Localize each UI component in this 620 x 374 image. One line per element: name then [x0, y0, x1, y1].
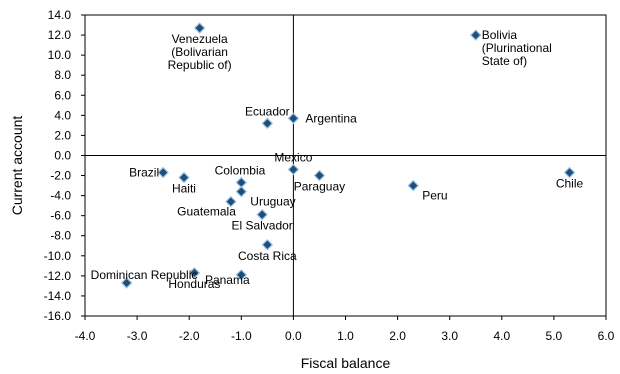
y-tick-label: 4.0 [54, 108, 71, 122]
point-label-line: Dominican Republic [91, 268, 198, 282]
point-label-line: El Salvador [231, 219, 292, 233]
y-tick-label: -8.0 [50, 229, 71, 243]
data-points [120, 22, 576, 289]
point-label-line: Honduras [168, 277, 220, 291]
point-label: Haiti [172, 182, 196, 196]
x-tick-label: 6.0 [598, 329, 615, 343]
data-point [188, 267, 201, 279]
data-point [235, 269, 248, 281]
data-point [235, 185, 248, 198]
x-tick-label: -4.0 [75, 329, 96, 343]
point-label-line: Costa Rica [238, 249, 297, 263]
x-tick-label: -1.0 [231, 329, 252, 343]
y-tick-label: 8.0 [54, 68, 71, 82]
point-label: Paraguay [294, 180, 345, 194]
point-label: Brazil [129, 166, 159, 180]
point-label: Venezuela (Bolivarian Republic of) [168, 32, 232, 72]
x-tick-label: 0.0 [285, 329, 302, 343]
y-tick-label: 10.0 [48, 48, 72, 62]
point-label: Honduras [168, 277, 220, 291]
point-label: Argentina [305, 111, 357, 125]
point-label-line: Haiti [172, 182, 196, 196]
point-label: Colombia [215, 164, 266, 178]
point-label-line: Republic of) [168, 58, 232, 72]
point-label-line: (Bolivarian [171, 45, 228, 59]
data-point [157, 166, 169, 179]
x-tick-label: 4.0 [493, 329, 510, 343]
point-label: El Salvador [231, 219, 292, 233]
y-tick-label: -14.0 [44, 289, 72, 303]
y-tick-labels: 14.0 12.0 10.0 8.0 6.0 4.0 2.0 0.0 -2.0 -4.0 -6.0 -… [44, 8, 85, 323]
data-point [287, 163, 300, 176]
y-tick-label: -6.0 [50, 209, 71, 223]
point-label: Mexico [274, 151, 312, 165]
y-tick-label: 12.0 [48, 28, 72, 42]
point-label-line: Brazil [129, 166, 159, 180]
point-label-line: Bolivia [482, 28, 518, 42]
point-label-line: State of) [482, 54, 527, 68]
y-tick-label: 0.0 [54, 148, 71, 162]
data-point [313, 169, 326, 182]
data-point [225, 195, 237, 208]
data-point [235, 176, 248, 189]
y-tick-label: -4.0 [50, 189, 71, 203]
y-tick-label: -10.0 [44, 249, 72, 263]
data-point [563, 166, 576, 179]
point-labels: Venezuela (Bolivarian Republic of)Bolivia(… [91, 28, 584, 291]
point-label: Ecuador [245, 104, 290, 118]
point-label: Peru [422, 189, 447, 203]
x-tick-labels: -4.0 -3.0 -2.0 -1.0 0.0 1.0 2.0 3.0 4.0 5.0 6.0 [75, 316, 615, 343]
y-tick-label: 14.0 [48, 8, 72, 22]
data-point [120, 277, 133, 289]
y-tick-label: -2.0 [50, 169, 71, 183]
point-label: Uruguay [250, 195, 295, 209]
point-label-line: Paraguay [294, 180, 345, 194]
point-label: Dominican Republic [91, 268, 198, 282]
data-point [287, 112, 300, 125]
data-point [261, 238, 274, 251]
point-label: Bolivia (Plurinational State of) [482, 28, 552, 68]
point-label-line: Ecuador [245, 104, 290, 118]
x-tick-label: 5.0 [546, 329, 563, 343]
data-point [256, 208, 268, 221]
x-tick-label: -2.0 [179, 329, 200, 343]
point-label-line: Colombia [215, 164, 266, 178]
data-point [193, 22, 206, 34]
y-axis-title: Current account [9, 116, 25, 216]
y-tick-label: -16.0 [44, 309, 72, 323]
x-tick-label: 3.0 [441, 329, 458, 343]
data-point [469, 29, 482, 41]
y-tick-label: -12.0 [44, 269, 72, 283]
x-axis-title: Fiscal balance [301, 355, 391, 371]
point-label-line: Panama [205, 273, 250, 287]
point-label: Guatemala [177, 205, 236, 219]
x-tick-label: -3.0 [127, 329, 148, 343]
x-tick-label: 1.0 [337, 329, 354, 343]
point-label-line: Venezuela [172, 32, 228, 46]
point-label-line: Peru [422, 189, 447, 203]
point-label-line: (Plurinational [482, 41, 552, 55]
data-point [407, 179, 420, 192]
x-tick-label: 2.0 [389, 329, 406, 343]
data-point [178, 171, 190, 184]
point-label-line: Chile [556, 177, 584, 191]
point-label-line: Argentina [305, 111, 357, 125]
y-tick-label: 2.0 [54, 128, 71, 142]
y-tick-label: 6.0 [54, 88, 71, 102]
point-label-line: Uruguay [250, 195, 295, 209]
point-label-line: Guatemala [177, 205, 236, 219]
point-label: Costa Rica [238, 249, 297, 263]
point-label: Panama [205, 273, 250, 287]
data-point [261, 117, 274, 130]
point-label: Chile [556, 177, 584, 191]
point-label-line: Mexico [274, 151, 312, 165]
